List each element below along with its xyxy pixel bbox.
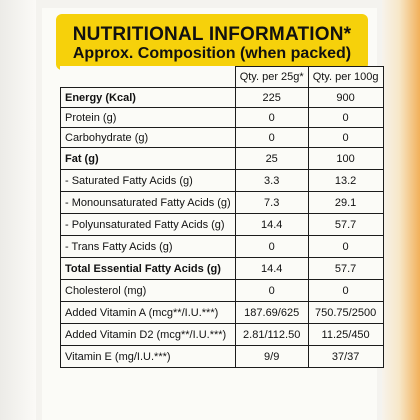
nutrient-name-cell: Added Vitamin D2 (mcg**/I.U.***) bbox=[60, 323, 236, 346]
nutrition-table: Qty. per 25g* Qty. per 100g Energy (Kcal… bbox=[60, 66, 384, 368]
value-per-25g-cell: 25 bbox=[234, 147, 309, 170]
table-row: - Polyunsaturated Fatty Acids (g) 14.4 57.… bbox=[60, 213, 384, 236]
table-row: - Saturated Fatty Acids (g) 3.3 13.2 bbox=[60, 169, 384, 192]
value-per-25g-cell: 7.3 bbox=[234, 191, 309, 214]
nutrient-name-cell: - Monounsaturated Fatty Acids (g) bbox=[60, 191, 236, 214]
nutrient-name-cell: - Polyunsaturated Fatty Acids (g) bbox=[60, 213, 236, 236]
value-per-25g-cell: 225 bbox=[234, 87, 309, 108]
left-packaging-edge bbox=[0, 0, 36, 420]
table-header-row: Qty. per 25g* Qty. per 100g bbox=[60, 66, 384, 88]
column-header-per-25g: Qty. per 25g* bbox=[234, 66, 309, 88]
table-row: Added Vitamin A (mcg**/I.U.***) 187.69/62… bbox=[60, 301, 384, 324]
table-row: Cholesterol (mg) 0 0 bbox=[60, 279, 384, 302]
value-per-100g-cell: 750.75/2500 bbox=[307, 301, 384, 324]
value-per-25g-cell: 9/9 bbox=[234, 345, 309, 368]
table-row: - Trans Fatty Acids (g) 0 0 bbox=[60, 235, 384, 258]
value-per-100g-cell: 57.7 bbox=[307, 257, 384, 280]
value-per-25g-cell: 14.4 bbox=[234, 213, 309, 236]
value-per-100g-cell: 11.25/450 bbox=[307, 323, 384, 346]
nutrient-name-cell: Vitamin E (mg/I.U.***) bbox=[60, 345, 236, 368]
value-per-25g-cell: 2.81/112.50 bbox=[234, 323, 309, 346]
right-packaging-edge bbox=[382, 0, 420, 420]
nutrient-name-cell: - Trans Fatty Acids (g) bbox=[60, 235, 236, 258]
nutrition-title: NUTRITIONAL INFORMATION* bbox=[72, 24, 352, 45]
nutrient-name-cell: - Saturated Fatty Acids (g) bbox=[60, 169, 236, 192]
table-row: - Monounsaturated Fatty Acids (g) 7.3 29.1 bbox=[60, 191, 384, 214]
value-per-100g-cell: 57.7 bbox=[307, 213, 384, 236]
table-row: Energy (Kcal) 225 900 bbox=[60, 87, 384, 108]
value-per-25g-cell: 0 bbox=[234, 235, 309, 258]
nutrition-subtitle: Approx. Composition (when packed) bbox=[72, 45, 352, 62]
nutrient-name-cell: Cholesterol (mg) bbox=[60, 279, 236, 302]
value-per-25g-cell: 0 bbox=[234, 107, 309, 128]
table-row: Added Vitamin D2 (mcg**/I.U.***) 2.81/112… bbox=[60, 323, 384, 346]
value-per-100g-cell: 900 bbox=[307, 87, 384, 108]
nutrient-name-cell: Fat (g) bbox=[60, 147, 236, 170]
value-per-25g-cell: 14.4 bbox=[234, 257, 309, 280]
table-row: Protein (g) 0 0 bbox=[60, 107, 384, 128]
header-blank-cell bbox=[60, 66, 236, 88]
value-per-100g-cell: 37/37 bbox=[307, 345, 384, 368]
table-row: Carbohydrate (g) 0 0 bbox=[60, 127, 384, 148]
value-per-100g-cell: 0 bbox=[307, 235, 384, 258]
nutrient-name-cell: Total Essential Fatty Acids (g) bbox=[60, 257, 236, 280]
value-per-100g-cell: 100 bbox=[307, 147, 384, 170]
nutrient-name-cell: Added Vitamin A (mcg**/I.U.***) bbox=[60, 301, 236, 324]
value-per-25g-cell: 3.3 bbox=[234, 169, 309, 192]
value-per-100g-cell: 0 bbox=[307, 127, 384, 148]
value-per-25g-cell: 187.69/625 bbox=[234, 301, 309, 324]
value-per-100g-cell: 0 bbox=[307, 107, 384, 128]
nutrient-name-cell: Carbohydrate (g) bbox=[60, 127, 236, 148]
table-row: Total Essential Fatty Acids (g) 14.4 57.7 bbox=[60, 257, 384, 280]
nutrition-rows: Energy (Kcal) 225 900 Protein (g) 0 0 Carbohyd… bbox=[60, 87, 384, 368]
value-per-25g-cell: 0 bbox=[234, 279, 309, 302]
value-per-100g-cell: 29.1 bbox=[307, 191, 384, 214]
value-per-25g-cell: 0 bbox=[234, 127, 309, 148]
nutrient-name-cell: Protein (g) bbox=[60, 107, 236, 128]
table-row: Fat (g) 25 100 bbox=[60, 147, 384, 170]
value-per-100g-cell: 13.2 bbox=[307, 169, 384, 192]
nutrient-name-cell: Energy (Kcal) bbox=[60, 87, 236, 108]
nutrition-header: NUTRITIONAL INFORMATION* Approx. Composi… bbox=[56, 14, 368, 70]
column-header-per-100g: Qty. per 100g bbox=[307, 66, 384, 88]
table-row: Vitamin E (mg/I.U.***) 9/9 37/37 bbox=[60, 345, 384, 368]
value-per-100g-cell: 0 bbox=[307, 279, 384, 302]
